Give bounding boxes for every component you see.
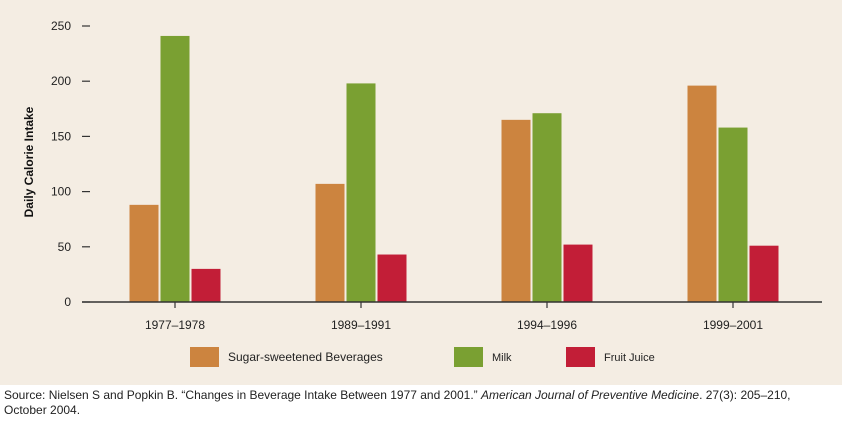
y-axis-label: Daily Calorie Intake (22, 106, 36, 217)
y-tick-label: 50 (58, 240, 72, 254)
bar (718, 127, 748, 303)
bar (532, 113, 562, 302)
legend-swatch (454, 347, 483, 367)
bar (315, 183, 345, 302)
bars (129, 35, 779, 303)
legend-label: Milk (492, 352, 512, 364)
source-journal: American Journal of Preventive Medicine (480, 388, 700, 402)
y-axis: 0 50 100 150 200 250 (51, 19, 90, 309)
y-tick-label: 100 (51, 185, 71, 199)
bar (563, 244, 593, 302)
source-citation: Source: Nielsen S and Popkin B. “Changes… (4, 388, 834, 418)
legend-swatch (190, 347, 219, 367)
x-tick-label: 1989–1991 (331, 318, 391, 332)
bar (346, 83, 376, 303)
bar-chart: 0 50 100 150 200 250 Daily Calorie Intake 197… (22, 19, 822, 367)
source-details: . 27(3): 205–210, October 2004. (4, 388, 791, 417)
source-text: Source: Nielsen S and Popkin B. “Changes… (4, 388, 481, 402)
bar (129, 204, 159, 302)
legend-swatch (566, 347, 595, 367)
bar (191, 268, 221, 302)
y-tick-label: 0 (64, 295, 71, 309)
x-tick-label: 1994–1996 (517, 318, 577, 332)
bar (501, 119, 531, 302)
bar (687, 85, 717, 302)
x-axis: 1977–1978 1989–1991 1994–1996 1999–2001 (145, 302, 763, 332)
bar (749, 245, 779, 302)
y-tick-label: 150 (51, 129, 71, 143)
y-tick-label: 250 (51, 19, 71, 33)
bar (160, 35, 190, 302)
x-tick-label: 1999–2001 (703, 318, 763, 332)
legend-label: Fruit Juice (604, 352, 655, 364)
x-tick-label: 1977–1978 (145, 318, 205, 332)
y-tick-label: 200 (51, 74, 71, 88)
chart-panel: 0 50 100 150 200 250 Daily Calorie Intake 197… (0, 0, 842, 385)
bar (377, 254, 407, 302)
legend-label: Sugar-sweetened Beverages (228, 350, 383, 364)
legend: Sugar-sweetened Beverages Milk Fruit Juice (190, 347, 655, 367)
